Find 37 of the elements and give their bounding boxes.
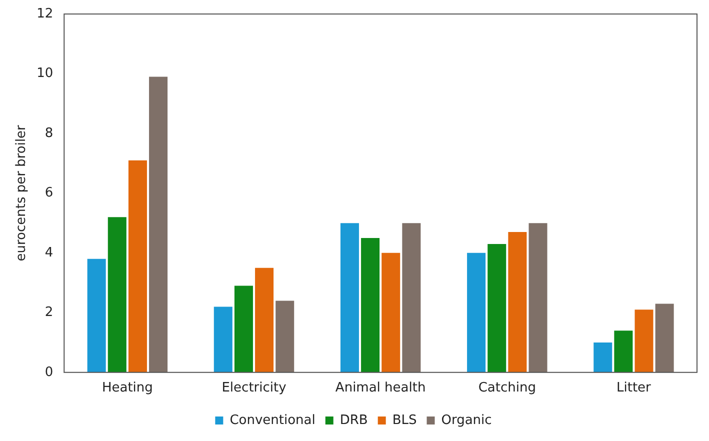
bar xyxy=(214,306,232,372)
bar xyxy=(528,223,548,372)
bar xyxy=(361,238,380,372)
y-axis-title: eurocents per broiler xyxy=(14,124,30,262)
y-tick-label: 10 xyxy=(36,66,54,82)
legend-label: DRB xyxy=(340,412,368,428)
y-tick-label: 6 xyxy=(44,186,54,201)
x-tick-label: Heating xyxy=(102,380,153,396)
legend-label: Conventional xyxy=(230,412,316,428)
x-tick-label: Catching xyxy=(478,380,536,396)
bar xyxy=(402,223,421,372)
bar xyxy=(467,252,486,372)
y-tick-label: 4 xyxy=(44,245,54,260)
legend-label: Organic xyxy=(441,412,492,428)
bar xyxy=(87,258,106,372)
legend-label: BLS xyxy=(392,412,417,428)
bar xyxy=(655,304,674,372)
bar xyxy=(594,342,612,372)
bar xyxy=(128,160,147,372)
bar xyxy=(108,217,126,372)
bar xyxy=(614,330,633,372)
y-tick-label: 0 xyxy=(44,364,54,380)
bar xyxy=(634,310,654,372)
bar xyxy=(149,76,168,372)
bar xyxy=(340,223,359,372)
bar xyxy=(276,300,294,372)
x-tick-label: Litter xyxy=(616,380,652,396)
bar xyxy=(508,232,527,372)
bar xyxy=(488,244,506,372)
bar xyxy=(255,268,274,372)
y-tick-label: 2 xyxy=(44,305,54,320)
y-tick-label: 12 xyxy=(36,6,54,22)
bar xyxy=(234,286,253,372)
x-tick-label: Animal health xyxy=(335,380,426,396)
x-tick-label: Electricity xyxy=(222,380,287,396)
bar xyxy=(382,252,400,372)
y-tick-label: 8 xyxy=(44,126,54,141)
